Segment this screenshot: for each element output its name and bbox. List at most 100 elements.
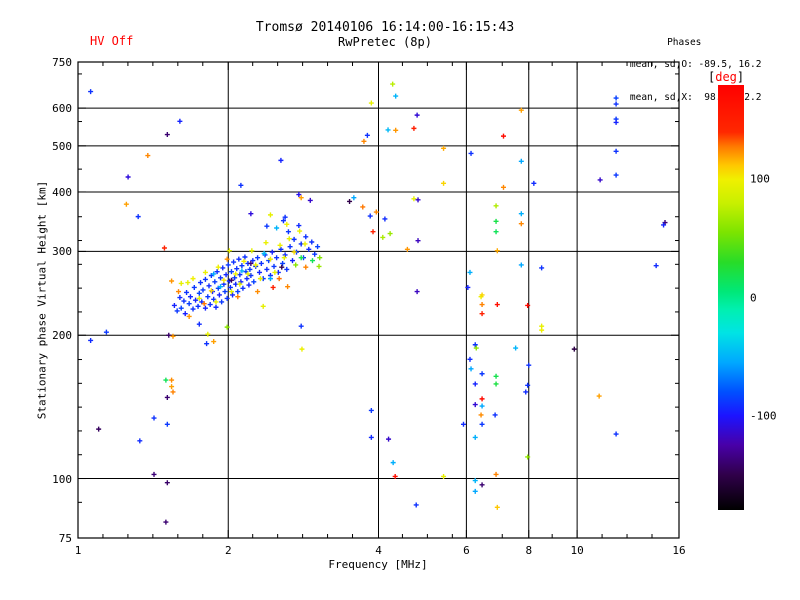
data-point <box>225 262 231 268</box>
data-point <box>278 246 284 252</box>
data-point <box>415 197 421 203</box>
data-point <box>303 234 309 240</box>
data-point <box>166 332 172 338</box>
data-point <box>176 289 182 295</box>
data-point <box>613 148 619 154</box>
data-point <box>500 184 506 190</box>
data-point <box>613 101 619 107</box>
y-tick-label: 500 <box>52 139 72 153</box>
data-point <box>248 273 254 279</box>
data-point <box>613 119 619 125</box>
colorbar-title-bracket-close: ] <box>736 70 745 84</box>
data-point <box>202 305 208 311</box>
x-tick-label: 1 <box>74 544 82 557</box>
data-point <box>177 118 183 124</box>
data-point <box>414 112 420 118</box>
data-point <box>191 284 197 290</box>
data-point <box>297 228 303 234</box>
data-point <box>493 373 499 379</box>
data-point <box>202 269 208 275</box>
data-point <box>653 263 659 269</box>
data-point <box>291 249 297 255</box>
data-point <box>237 272 243 278</box>
data-point <box>272 269 278 275</box>
data-point <box>414 289 420 295</box>
data-point <box>465 284 471 290</box>
data-point <box>278 157 284 163</box>
data-point <box>244 276 250 282</box>
data-point <box>269 249 275 255</box>
data-point <box>494 302 500 308</box>
data-point <box>195 303 201 309</box>
data-point <box>523 389 529 395</box>
data-point <box>473 345 479 351</box>
data-point <box>289 258 295 264</box>
data-point <box>277 242 283 248</box>
x-tick-label: 10 <box>570 544 584 557</box>
data-point <box>256 269 262 275</box>
data-point <box>218 284 224 290</box>
data-point <box>226 248 232 254</box>
data-point <box>392 473 398 479</box>
data-point <box>597 177 603 183</box>
data-point <box>493 229 499 235</box>
colorbar-title: [deg] <box>708 70 744 84</box>
scatter-points <box>88 81 668 525</box>
data-point <box>539 327 545 333</box>
data-point <box>125 174 131 180</box>
data-point <box>460 421 466 427</box>
data-point <box>285 229 291 235</box>
data-point <box>151 471 157 477</box>
data-point <box>169 384 175 390</box>
data-point <box>164 480 170 486</box>
data-point <box>263 240 269 246</box>
data-point <box>123 201 129 207</box>
data-point <box>190 276 196 282</box>
data-point <box>231 259 237 265</box>
data-point <box>174 308 180 314</box>
data-point <box>219 299 225 305</box>
data-point <box>178 280 184 286</box>
data-point <box>571 346 577 352</box>
data-point <box>196 321 202 327</box>
data-point <box>317 255 323 261</box>
y-tick-label: 100 <box>52 472 72 486</box>
data-point <box>525 454 531 460</box>
data-point <box>287 244 293 250</box>
data-point <box>298 323 304 329</box>
data-point <box>224 295 230 301</box>
data-point <box>539 265 545 271</box>
data-point <box>479 371 485 377</box>
data-point <box>309 239 315 245</box>
data-point <box>206 283 212 289</box>
data-point <box>88 337 94 343</box>
data-point <box>298 255 304 261</box>
data-point <box>218 275 224 281</box>
colorbar-tick-label: -100 <box>750 409 777 423</box>
data-point <box>380 234 386 240</box>
data-point <box>169 377 175 383</box>
data-point <box>472 402 478 408</box>
data-point <box>246 282 252 288</box>
colorbar-unit-label: deg <box>715 70 737 84</box>
data-point <box>211 271 217 277</box>
data-point <box>185 280 191 286</box>
data-point <box>228 277 234 283</box>
data-point <box>479 482 485 488</box>
data-point <box>198 280 204 286</box>
data-point <box>526 362 532 368</box>
data-point <box>170 333 176 339</box>
data-point <box>368 407 374 413</box>
data-point <box>208 288 214 294</box>
data-point <box>531 180 537 186</box>
data-point <box>242 254 248 260</box>
data-point <box>493 471 499 477</box>
data-point <box>182 311 188 317</box>
data-point <box>274 255 280 261</box>
data-point <box>518 158 524 164</box>
data-point <box>270 284 276 290</box>
data-point <box>249 248 255 254</box>
data-point <box>276 276 282 282</box>
data-point <box>468 150 474 156</box>
